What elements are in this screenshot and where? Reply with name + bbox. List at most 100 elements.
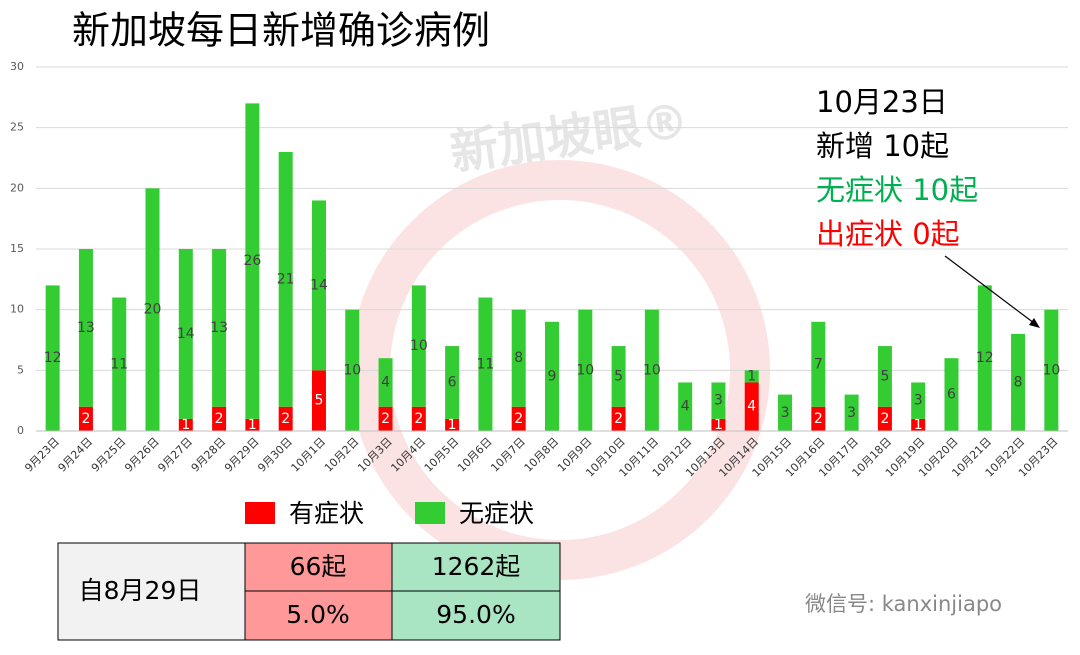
value-label: 10 — [343, 362, 361, 378]
bar-segment — [877, 346, 892, 407]
x-tick-label: 10月6日 — [455, 435, 495, 475]
value-label: 9 — [548, 368, 557, 384]
table-value: 1262起 — [432, 552, 521, 581]
value-label: 10 — [643, 362, 661, 378]
annotation-line: 10月23日 — [816, 85, 948, 119]
value-label: 5 — [614, 368, 623, 384]
bar-segment — [644, 309, 659, 431]
bar-segment — [378, 406, 393, 431]
value-label: 11 — [477, 356, 495, 372]
table-cell — [244, 542, 393, 592]
value-label: 2 — [880, 411, 889, 427]
value-label: 1 — [914, 417, 923, 433]
bar-segment — [911, 418, 926, 431]
y-tick-label: 25 — [10, 121, 24, 134]
table-cell — [391, 542, 561, 592]
value-label: 12 — [976, 350, 994, 366]
value-label: 2 — [414, 411, 423, 427]
bar-segment — [212, 249, 227, 407]
value-label: 4 — [747, 399, 756, 415]
annotation-line: 无症状 10起 — [816, 173, 978, 207]
bar-segment — [511, 309, 526, 407]
y-tick-label: 20 — [10, 181, 24, 194]
bar-segment — [1044, 309, 1059, 431]
value-label: 7 — [814, 356, 823, 372]
x-tick-label: 10月5日 — [422, 435, 462, 475]
y-tick-label: 5 — [17, 363, 24, 376]
bar-segment — [278, 406, 293, 431]
annotation-line: 出症状 0起 — [816, 217, 960, 251]
value-label: 5 — [315, 393, 324, 409]
value-label: 2 — [281, 411, 290, 427]
value-label: 8 — [1014, 374, 1023, 390]
bar-segment — [445, 418, 460, 431]
value-label: 2 — [514, 411, 523, 427]
table-label: 自8月29日 — [79, 576, 202, 605]
bar-segment — [278, 151, 293, 407]
x-tick-label: 10月8日 — [522, 435, 562, 475]
value-label: 1 — [747, 368, 756, 384]
value-label: 2 — [81, 411, 90, 427]
value-label: 2 — [814, 411, 823, 427]
value-label: 2 — [614, 411, 623, 427]
bar-segment — [112, 297, 127, 431]
bar-segment — [877, 406, 892, 431]
bar-segment — [478, 297, 493, 431]
bar-segment — [811, 406, 826, 431]
bar-segment — [178, 249, 193, 419]
legend-swatch — [245, 502, 275, 524]
x-tick-label: 9月25日 — [89, 435, 129, 475]
legend-swatch — [415, 502, 445, 524]
value-label: 1 — [448, 417, 457, 433]
value-label: 1 — [181, 417, 190, 433]
value-label: 4 — [381, 374, 390, 390]
bar-segment — [378, 358, 393, 407]
value-label: 1 — [248, 417, 257, 433]
annotation-arrow — [944, 255, 1039, 327]
value-label: 3 — [847, 405, 856, 421]
value-label: 8 — [514, 350, 523, 366]
bar-segment — [78, 406, 93, 431]
table-value: 95.0% — [436, 600, 515, 629]
bar-segment — [245, 418, 260, 431]
bar-segment — [45, 285, 60, 431]
value-label: 10 — [1042, 362, 1060, 378]
bar-segment — [411, 406, 426, 431]
x-tick-label: 9月30日 — [255, 435, 295, 475]
value-label: 3 — [714, 393, 723, 409]
x-tick-label: 10月1日 — [289, 435, 329, 475]
annotation-line: 新增 10起 — [816, 129, 949, 163]
value-label: 13 — [77, 320, 95, 336]
y-tick-label: 10 — [10, 303, 24, 316]
bar-segment — [778, 394, 793, 431]
x-tick-label: 10月7日 — [488, 435, 528, 475]
legend: 有症状 无症状 — [245, 499, 534, 528]
bar-segment — [744, 370, 759, 383]
bar-segment — [78, 249, 93, 407]
bar-segment — [711, 418, 726, 431]
bar-segment — [744, 382, 759, 431]
value-label: 1 — [714, 417, 723, 433]
bar-segment — [245, 103, 260, 419]
x-tick-label: 9月26日 — [122, 435, 162, 475]
bar-segment — [944, 358, 959, 431]
value-label: 6 — [947, 387, 956, 403]
y-tick-label: 0 — [17, 424, 24, 437]
value-label: 3 — [914, 393, 923, 409]
value-label: 10 — [576, 362, 594, 378]
value-label: 14 — [310, 277, 328, 293]
bar-segment — [311, 200, 326, 371]
bar-segment — [611, 406, 626, 431]
legend-label: 无症状 — [459, 499, 534, 528]
summary-table: 自8月29日 66起 1262起 5.0% 95.0% — [57, 542, 561, 641]
bar-segment — [844, 394, 859, 431]
bar-segment — [511, 406, 526, 431]
bar-segment — [145, 188, 160, 431]
x-tick-label: 9月23日 — [22, 435, 62, 475]
chart-title: 新加坡每日新增确诊病例 — [72, 9, 490, 53]
value-label: 10 — [410, 338, 428, 354]
value-label: 11 — [110, 356, 128, 372]
value-label: 21 — [277, 271, 295, 287]
